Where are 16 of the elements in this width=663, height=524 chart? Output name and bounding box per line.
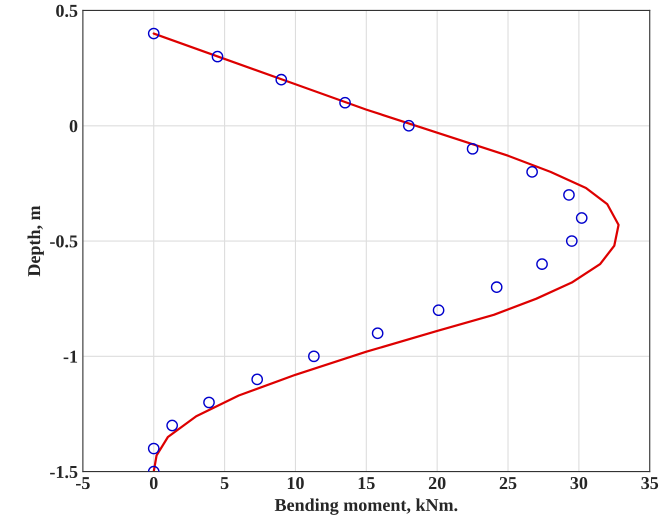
x-tick-label: 25 [500,477,516,490]
y-tick-label: 0.5 [56,4,78,17]
y-tick-label: -0.5 [50,235,78,248]
y-tick-label: 0 [70,120,78,132]
y-axis-title: Depth, m [28,206,44,276]
x-tick-label: 0 [150,476,158,490]
x-tick-label: 10 [288,476,304,490]
x-tick-label: 35 [641,477,658,490]
x-tick-label: 30 [570,476,588,490]
x-tick-label: 20 [428,476,446,490]
y-tick-label: -1 [64,350,78,363]
x-tick-label: 5 [220,477,228,490]
x-tick-label: -5 [76,477,90,490]
x-tick-label: 15 [358,477,375,490]
x-axis-title: Bending moment, kNm. [274,498,458,515]
y-tick-label: -1.5 [50,466,78,478]
